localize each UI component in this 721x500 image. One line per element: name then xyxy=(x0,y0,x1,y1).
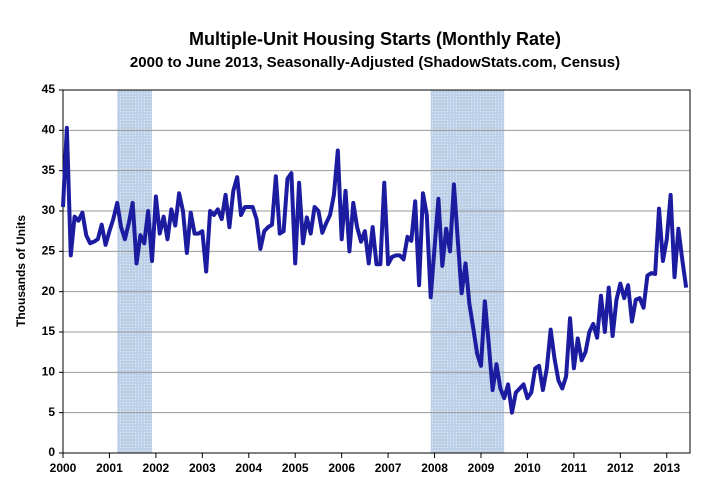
y-tick-label: 5 xyxy=(48,405,55,419)
x-tick-label: 2004 xyxy=(235,461,262,475)
y-tick-label: 10 xyxy=(42,365,56,379)
y-axis-label: Thousands of Units xyxy=(14,215,28,327)
chart-subtitle: 2000 to June 2013, Seasonally-Adjusted (… xyxy=(130,54,620,71)
y-tick-label: 40 xyxy=(42,123,56,137)
chart-title: Multiple-Unit Housing Starts (Monthly Ra… xyxy=(189,29,561,49)
x-tick-label: 2010 xyxy=(514,461,541,475)
y-tick-label: 0 xyxy=(48,445,55,459)
x-tick-label: 2006 xyxy=(328,461,355,475)
x-tick-label: 2003 xyxy=(189,461,216,475)
x-tick-label: 2000 xyxy=(50,461,77,475)
x-tick-label: 2007 xyxy=(375,461,402,475)
x-tick-label: 2012 xyxy=(607,461,634,475)
x-tick-label: 2013 xyxy=(653,461,680,475)
y-tick-label: 25 xyxy=(42,244,56,258)
x-tick-label: 2008 xyxy=(421,461,448,475)
y-tick-label: 35 xyxy=(42,163,56,177)
x-tick-label: 2001 xyxy=(96,461,123,475)
plot-area xyxy=(63,90,690,453)
x-tick-label: 2005 xyxy=(282,461,309,475)
x-tick-label: 2002 xyxy=(143,461,170,475)
y-tick-label: 20 xyxy=(42,284,56,298)
recession-shade xyxy=(117,90,153,453)
data-line xyxy=(61,125,689,415)
y-tick-label: 30 xyxy=(42,203,56,217)
plot-border xyxy=(62,89,691,454)
x-tick-label: 2009 xyxy=(468,461,495,475)
x-tick-label: 2011 xyxy=(561,461,587,475)
y-tick-label: 15 xyxy=(42,324,56,338)
y-tick-label: 45 xyxy=(42,82,56,96)
